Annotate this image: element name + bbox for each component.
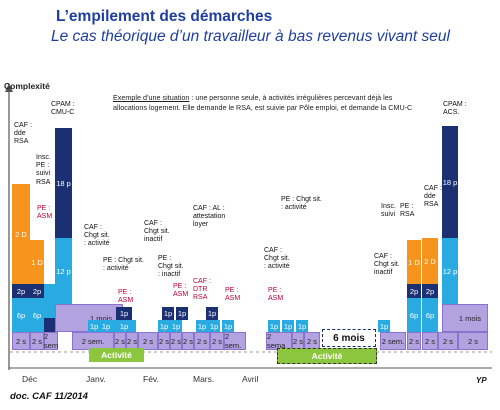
seg-1p-j: 1p [206, 307, 218, 320]
seg-1p-m: 1p [268, 320, 280, 332]
y-axis-label: Complexité [4, 81, 50, 91]
seg-1p-g: 1p [162, 307, 174, 320]
seg-1p-e: 1p [158, 320, 170, 332]
seg-2s-col1 [12, 332, 30, 350]
seg-1p-o: 1p [296, 320, 308, 332]
seg-6p-right-a: 6p [407, 298, 421, 332]
seg-2p-col1: 2p [12, 284, 30, 298]
seg-2sem-apr: 2 sem. [380, 332, 406, 350]
seg-2s-right-b: 2 s [422, 332, 438, 350]
month-dec: Déc [22, 374, 38, 384]
seg-1p-a: 1p [88, 320, 100, 332]
seg-12p-right: 12 p [442, 238, 458, 304]
seg-2p-right-a: 2p [407, 284, 421, 298]
seg-2s-jan-d: 2 s [158, 332, 170, 350]
seg-2p-col2: 2p [30, 284, 44, 298]
label-pe-chgt-2: PE : Chgt sit. : inactif [158, 255, 184, 279]
seg-1p-p: 1p [378, 320, 390, 332]
seg-2d-right: 2 D [422, 238, 438, 284]
seg-6p-col1: 6p [12, 298, 30, 332]
seg-1mois-right: 1 mois [442, 304, 488, 332]
label-caf-dde-rsa-2: CAF : dde RSA [424, 185, 442, 209]
seg-2s-col2: 2 s [30, 332, 44, 350]
label-caf-chgt-2: CAF : Chgt sit. inactif [144, 220, 170, 244]
seg-1p-k: 1p [208, 320, 220, 332]
footer-source: doc. CAF 11/2014 [10, 391, 88, 402]
seg-2s-jan-b: 2 s [126, 332, 138, 350]
label-pe-rsa: PE : RSA [400, 203, 415, 219]
seg-label: 2 s [15, 336, 26, 346]
seg-1d-col2: 1 D [30, 240, 44, 284]
seg-18p-right: 18 p [442, 126, 458, 238]
seg-1p-h: 1p [176, 307, 188, 320]
author-initials: YP [476, 376, 487, 385]
month-feb: Fév. [143, 374, 159, 384]
seg-2s-right-c: 2 s [438, 332, 458, 350]
activity-bar-2: Activité [277, 348, 377, 364]
seg-2s-feb-b: 2 s [182, 332, 194, 350]
seg-2s-feb-a: 2 s [170, 332, 182, 350]
label-caf-chgt-4: CAF : Chgt sit. inactif [374, 253, 400, 277]
six-months-box: 6 mois [322, 329, 376, 347]
page-subtitle: Le cas théorique d’un travailleur à bas … [51, 28, 450, 45]
seg-6p-right-b: 6p [422, 298, 438, 332]
label-pe-asm-1: PE : ASM [37, 205, 53, 221]
month-mar: Mars. [193, 374, 215, 384]
seg-2sem-col3: 2 sem [43, 332, 59, 350]
seg-1d-right: 1 D [407, 240, 421, 284]
seg-1p-d: 1p [112, 320, 136, 332]
seg-18p-left: 18 p [55, 128, 72, 238]
seg-2p-right-b: 2p [422, 284, 438, 298]
label-caf-al: CAF : AL : attestation loyer [193, 205, 226, 229]
label-caf-dtr: CAF : DTR RSA [193, 278, 211, 302]
seg-1p-b: 1p [100, 320, 112, 332]
seg-6p-col2: 6p [30, 298, 44, 332]
example-description: Exemple d’une situation : une personne s… [113, 93, 418, 112]
seg-1p-i: 1p [196, 320, 208, 332]
label-caf-dde-rsa: CAF : dde RSA [14, 122, 32, 146]
seg-navy-col3 [44, 318, 58, 332]
label-caf-chgt-3: CAF : Chgt sit. : activité [264, 247, 290, 271]
seg-1p-f: 1p [170, 320, 182, 332]
label-pe-asm-4: PE : ASM [225, 287, 241, 303]
label-cpam-cmuc: CPAM : CMU-C [51, 101, 75, 117]
label-insc-suivi: Insc. suivi [381, 203, 396, 219]
seg-1p-n: 1p [282, 320, 294, 332]
month-jan: Janv. [86, 374, 106, 384]
seg-2sem-feb: 2 sem. [224, 332, 246, 350]
example-prefix: Exemple d’une situation [113, 93, 190, 102]
label-pe-asm-2: PE : ASM [118, 289, 134, 305]
seg-2s-feb-d: 2 s [210, 332, 224, 350]
seg-2s-feb-c: 2 s [194, 332, 210, 350]
label-insc-pe: Insc. PE : suivi RSA [36, 154, 51, 186]
label-pe-chgt-1: PE : Chgt sit. : activité [103, 257, 144, 273]
seg-2s-right-d: 2 s [458, 332, 488, 350]
seg-2d-col1: 2 D [12, 184, 30, 284]
label-caf-chgt-1: CAF : Chgt sit. : activité [84, 224, 110, 248]
seg-cyan-col3 [44, 284, 58, 318]
label-pe-chgt-3: PE : Chgt sit. : activité [281, 196, 322, 212]
seg-1p-c: 1p [116, 307, 132, 320]
label-pe-asm-5: PE : ASM [268, 287, 284, 303]
example-text: : une personne seule, à activités irrégu… [113, 93, 413, 112]
seg-2s-right-a: 2 s [407, 332, 421, 350]
activity-bar-1: Activité [89, 348, 144, 362]
label-pe-asm-3: PE : ASM [173, 283, 189, 299]
month-apr: Avril [242, 374, 259, 384]
seg-1p-l: 1p [222, 320, 234, 332]
page-title: L’empilement des démarches [56, 8, 273, 25]
seg-2s-jan-c: 2 s [138, 332, 158, 350]
label-cpam-acs: CPAM : ACS. [443, 101, 467, 117]
seg-2s-apr-b: 2 s [304, 332, 320, 350]
seg-12p-left: 12 p [55, 238, 72, 304]
